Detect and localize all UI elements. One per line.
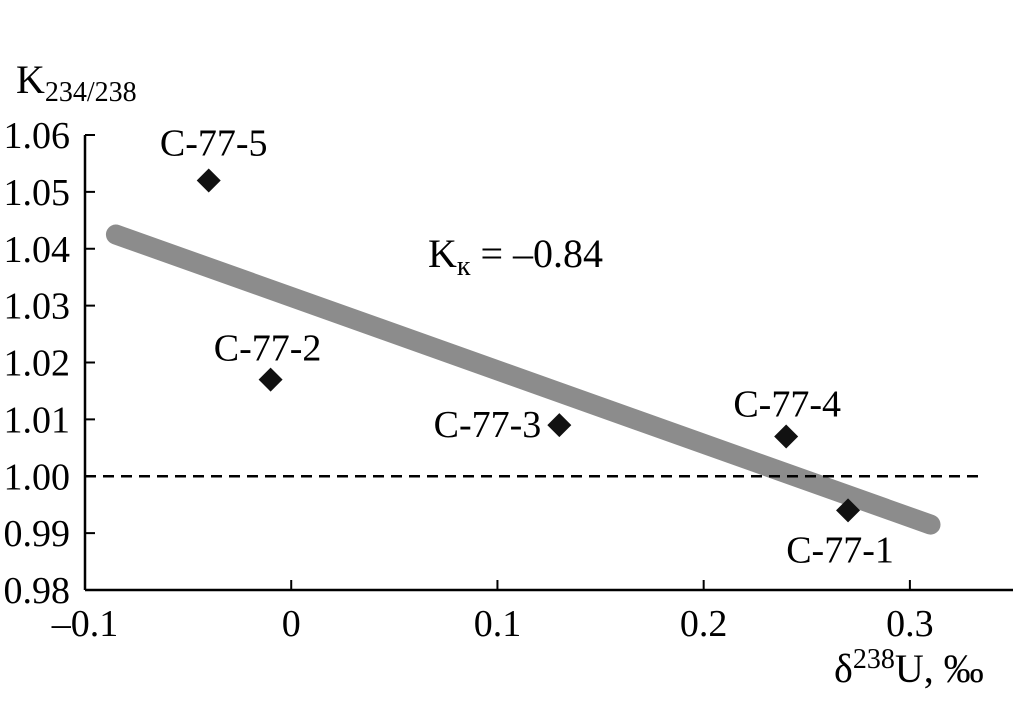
correlation-annotation: Kк = –0.84: [428, 231, 603, 282]
data-point-label: C-77-2: [214, 328, 322, 370]
y-tick-label: 1.05: [4, 172, 71, 214]
data-point-label: C-77-4: [733, 383, 841, 425]
y-tick-label: 1.01: [4, 399, 71, 441]
y-tick-label: 1.03: [4, 286, 71, 328]
x-axis-title: δ238U, ‰: [834, 644, 984, 691]
x-tick-label: 0: [282, 603, 301, 645]
data-point-label: C-77-3: [434, 404, 542, 446]
data-point-marker: [774, 424, 799, 449]
x-tick-label: –0.1: [51, 603, 119, 645]
data-point-label: C-77-1: [786, 529, 894, 571]
y-tick-label: 1.02: [4, 343, 71, 385]
y-axis-title: K234/238: [16, 57, 137, 108]
trend-line: [105, 224, 941, 535]
data-point-marker: [547, 413, 572, 438]
y-tick-label: 1.06: [4, 115, 71, 157]
data-point-marker: [196, 168, 221, 193]
y-tick-label: 0.99: [4, 513, 71, 555]
y-tick-label: 0.98: [4, 570, 71, 612]
data-point-label: C-77-5: [160, 123, 268, 165]
data-point-marker: [836, 498, 861, 523]
data-point-marker: [258, 367, 283, 392]
y-tick-label: 1.04: [4, 229, 71, 271]
x-tick-label: 0.2: [680, 603, 728, 645]
y-tick-label: 1.00: [4, 456, 71, 498]
x-tick-label: 0.1: [474, 603, 522, 645]
x-tick-label: 0.3: [886, 603, 934, 645]
